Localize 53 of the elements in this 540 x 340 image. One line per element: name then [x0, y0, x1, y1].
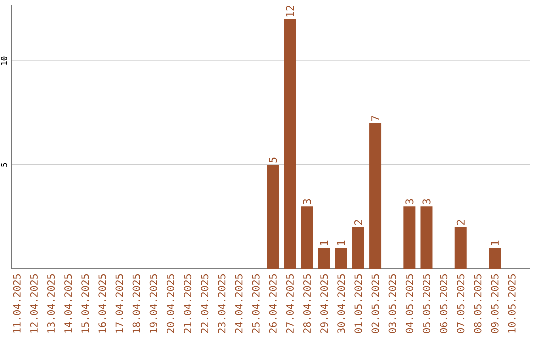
bar [420, 206, 433, 269]
y-tick-label: 10 [1, 56, 8, 65]
x-tick-label: 13.04.2025 [47, 274, 56, 333]
x-tick-label: 06.05.2025 [440, 274, 448, 334]
x-tick-label: 01.05.2025 [354, 274, 362, 334]
x-tick-label: 27.04.2025 [286, 274, 294, 334]
x-tick-label: 26.04.2025 [269, 274, 277, 334]
data-label: 3 [406, 199, 414, 204]
x-tick-label: 23.04.2025 [218, 274, 226, 334]
x-tick-label: 22.04.2025 [201, 274, 209, 334]
bar [335, 248, 348, 269]
bar [489, 248, 502, 269]
data-label: 3 [303, 199, 312, 204]
x-tick-label: 10.05.2025 [508, 274, 516, 333]
x-tick-label: 19.04.2025 [150, 274, 158, 333]
x-tick-label: 09.05.2025 [491, 274, 499, 334]
x-tick-label: 08.05.2025 [474, 274, 482, 334]
data-label: 1 [338, 240, 346, 246]
x-tick-label: 17.04.2025 [116, 274, 124, 333]
x-tick-label: 29.04.2025 [320, 274, 328, 334]
data-label: 2 [354, 220, 362, 226]
bar [454, 227, 467, 269]
x-tick-label: 16.04.2025 [98, 274, 106, 333]
x-tick-label: 11.04.2025 [13, 274, 21, 333]
bar [370, 123, 382, 269]
bar [301, 206, 314, 269]
data-label: 1 [320, 240, 328, 246]
x-tick-label: 04.05.2025 [406, 274, 414, 334]
x-tick-label: 24.04.2025 [235, 274, 243, 334]
data-label: 5 [269, 158, 278, 163]
x-tick-label: 18.04.2025 [132, 274, 140, 333]
x-tick-label: 20.04.2025 [166, 274, 175, 334]
data-label: 12 [286, 6, 294, 17]
x-tick-label: 14.04.2025 [64, 274, 72, 333]
x-tick-label: 21.04.2025 [184, 274, 192, 334]
x-tick-label: 15.04.2025 [82, 274, 90, 333]
bar [284, 20, 296, 269]
x-tick-label: 12.04.2025 [30, 274, 38, 333]
x-tick-label: 02.05.2025 [372, 274, 380, 334]
bar [267, 165, 280, 269]
x-tick-label: 28.04.2025 [303, 274, 312, 334]
bar [318, 248, 330, 269]
x-tick-label: 05.05.2025 [422, 274, 431, 334]
x-tick-label: 03.05.2025 [388, 274, 396, 334]
data-label: 3 [422, 199, 431, 204]
x-tick-label: 07.05.2025 [457, 274, 465, 334]
bar [352, 227, 364, 269]
x-tick-label: 25.04.2025 [252, 274, 260, 334]
data-label: 7 [372, 116, 380, 122]
data-label: 2 [456, 220, 465, 226]
data-label: 1 [491, 240, 499, 246]
bar [404, 206, 416, 269]
x-tick-label: 30.04.2025 [338, 274, 346, 334]
